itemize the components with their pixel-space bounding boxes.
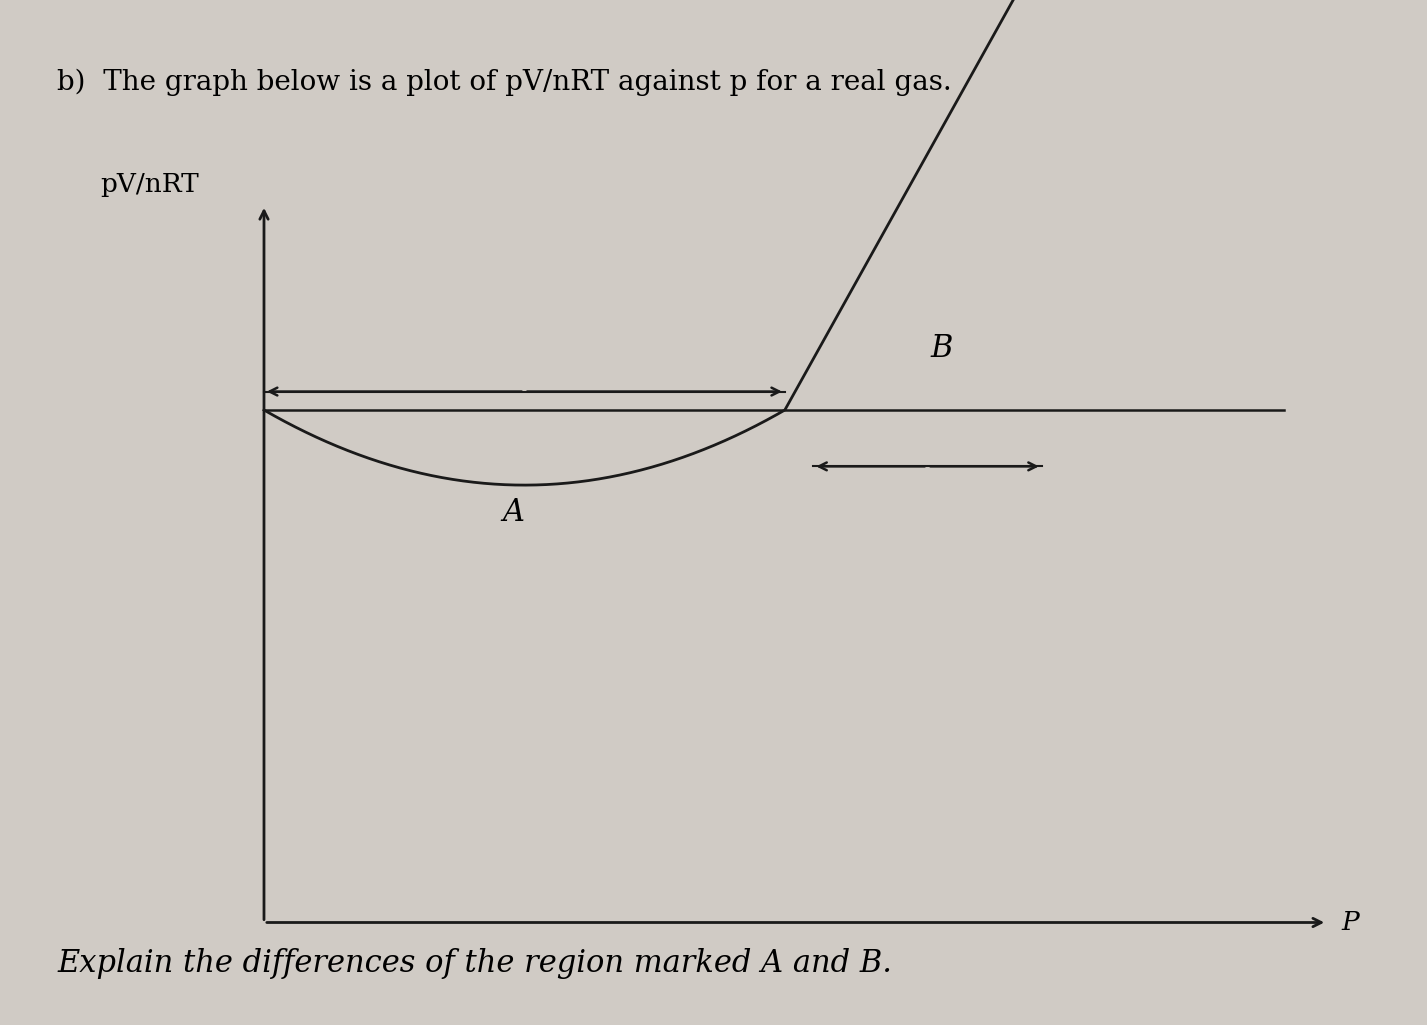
Text: P: P xyxy=(1341,910,1359,935)
Text: pV/nRT: pV/nRT xyxy=(100,172,198,197)
Text: A: A xyxy=(502,497,525,528)
Text: Explain the differences of the region marked A and B.: Explain the differences of the region ma… xyxy=(57,948,892,979)
Text: b)  The graph below is a plot of pV/nRT against p for a real gas.: b) The graph below is a plot of pV/nRT a… xyxy=(57,69,952,95)
Text: B: B xyxy=(930,333,953,364)
